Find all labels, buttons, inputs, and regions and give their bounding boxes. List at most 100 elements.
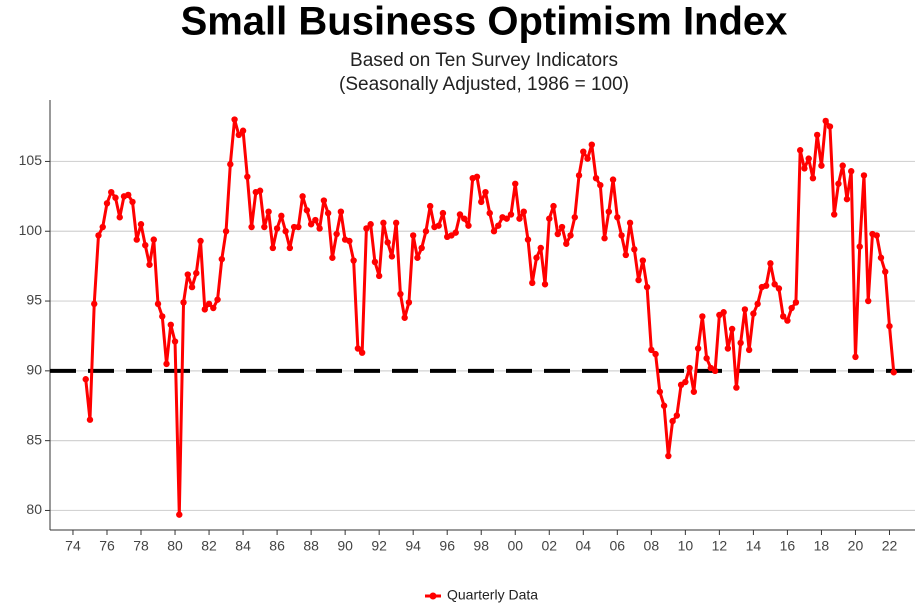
data-point bbox=[796, 147, 804, 154]
y-tick-label: 85 bbox=[26, 431, 42, 447]
data-point bbox=[103, 200, 111, 207]
data-point bbox=[354, 345, 362, 352]
data-point bbox=[350, 257, 357, 264]
x-tick-label: 06 bbox=[610, 538, 626, 554]
data-point bbox=[282, 228, 289, 235]
data-point bbox=[597, 181, 604, 189]
data-point bbox=[877, 254, 885, 261]
x-tick-label: 18 bbox=[814, 538, 830, 554]
data-point bbox=[533, 254, 540, 261]
data-point bbox=[652, 350, 659, 358]
x-tick-label: 08 bbox=[644, 538, 660, 554]
data-point bbox=[307, 221, 315, 228]
data-point bbox=[375, 272, 383, 280]
data-point bbox=[567, 232, 574, 239]
data-point bbox=[575, 172, 583, 179]
data-point bbox=[201, 306, 208, 313]
data-point bbox=[584, 155, 591, 162]
data-point bbox=[418, 244, 425, 252]
data-point bbox=[750, 310, 757, 317]
data-point bbox=[426, 202, 434, 210]
data-point bbox=[108, 188, 115, 196]
data-point bbox=[159, 313, 166, 320]
data-point bbox=[363, 225, 370, 232]
data-point bbox=[614, 214, 621, 221]
data-point bbox=[346, 237, 353, 245]
data-point bbox=[210, 304, 217, 312]
data-point bbox=[792, 299, 800, 306]
data-point bbox=[609, 176, 617, 183]
x-tick-label: 94 bbox=[405, 538, 421, 554]
data-line bbox=[84, 118, 896, 517]
data-point bbox=[865, 297, 872, 305]
data-point bbox=[486, 209, 493, 217]
data-point bbox=[414, 254, 421, 261]
x-tick-label: 78 bbox=[133, 538, 149, 554]
data-point bbox=[490, 228, 498, 235]
data-point bbox=[686, 364, 693, 372]
data-point bbox=[826, 123, 834, 130]
data-point bbox=[745, 346, 753, 354]
data-point bbox=[456, 211, 464, 218]
data-point bbox=[711, 367, 719, 375]
data-point bbox=[830, 211, 838, 218]
data-point bbox=[703, 355, 710, 362]
data-point bbox=[337, 208, 345, 215]
x-tick-label: 02 bbox=[541, 538, 557, 554]
data-point bbox=[818, 162, 825, 169]
data-point bbox=[401, 314, 408, 321]
data-point bbox=[592, 174, 600, 182]
data-point bbox=[882, 268, 889, 275]
data-point bbox=[788, 304, 795, 312]
data-point bbox=[669, 417, 676, 425]
data-point bbox=[137, 221, 145, 228]
data-point bbox=[860, 172, 868, 179]
data-point bbox=[779, 313, 787, 320]
data-point bbox=[91, 300, 98, 308]
data-point bbox=[324, 209, 332, 217]
x-tick-label: 10 bbox=[678, 538, 694, 554]
chart-subtitle: (Seasonally Adjusted, 1986 = 100) bbox=[339, 74, 629, 95]
chart-subtitle: Based on Ten Survey Indicators bbox=[350, 50, 618, 71]
data-point bbox=[380, 219, 387, 227]
data-point bbox=[116, 214, 123, 221]
data-point bbox=[580, 148, 587, 155]
data-point bbox=[886, 322, 893, 330]
data-point bbox=[286, 244, 294, 252]
data-point bbox=[635, 276, 642, 284]
data-point bbox=[142, 241, 149, 249]
data-point bbox=[873, 232, 880, 239]
data-point bbox=[784, 317, 791, 324]
data-point bbox=[397, 290, 404, 298]
x-tick-label: 20 bbox=[848, 538, 864, 554]
data-point bbox=[125, 191, 132, 199]
data-point bbox=[835, 180, 842, 187]
x-tick-label: 12 bbox=[712, 538, 728, 554]
data-point bbox=[184, 271, 191, 278]
data-point bbox=[720, 309, 727, 316]
x-tick-label: 82 bbox=[201, 538, 217, 554]
data-point bbox=[554, 230, 561, 238]
data-point bbox=[558, 223, 566, 231]
x-tick-label: 98 bbox=[473, 538, 489, 554]
x-tick-label: 22 bbox=[882, 538, 898, 554]
data-point bbox=[197, 237, 204, 245]
data-point bbox=[295, 223, 302, 231]
y-tick-label: 90 bbox=[26, 362, 42, 378]
data-point bbox=[214, 296, 221, 303]
legend-swatch-dot bbox=[429, 592, 437, 600]
data-point bbox=[550, 202, 557, 210]
data-point bbox=[631, 246, 638, 253]
data-point bbox=[461, 215, 468, 222]
data-point bbox=[546, 215, 553, 222]
data-point bbox=[741, 306, 749, 313]
data-point bbox=[473, 173, 481, 180]
data-point bbox=[112, 194, 119, 201]
data-point bbox=[771, 281, 778, 288]
data-point bbox=[409, 232, 417, 239]
data-point bbox=[673, 412, 681, 419]
x-tick-label: 86 bbox=[269, 538, 285, 554]
data-point bbox=[643, 283, 651, 291]
y-tick-label: 105 bbox=[19, 152, 43, 168]
data-point bbox=[452, 229, 459, 236]
